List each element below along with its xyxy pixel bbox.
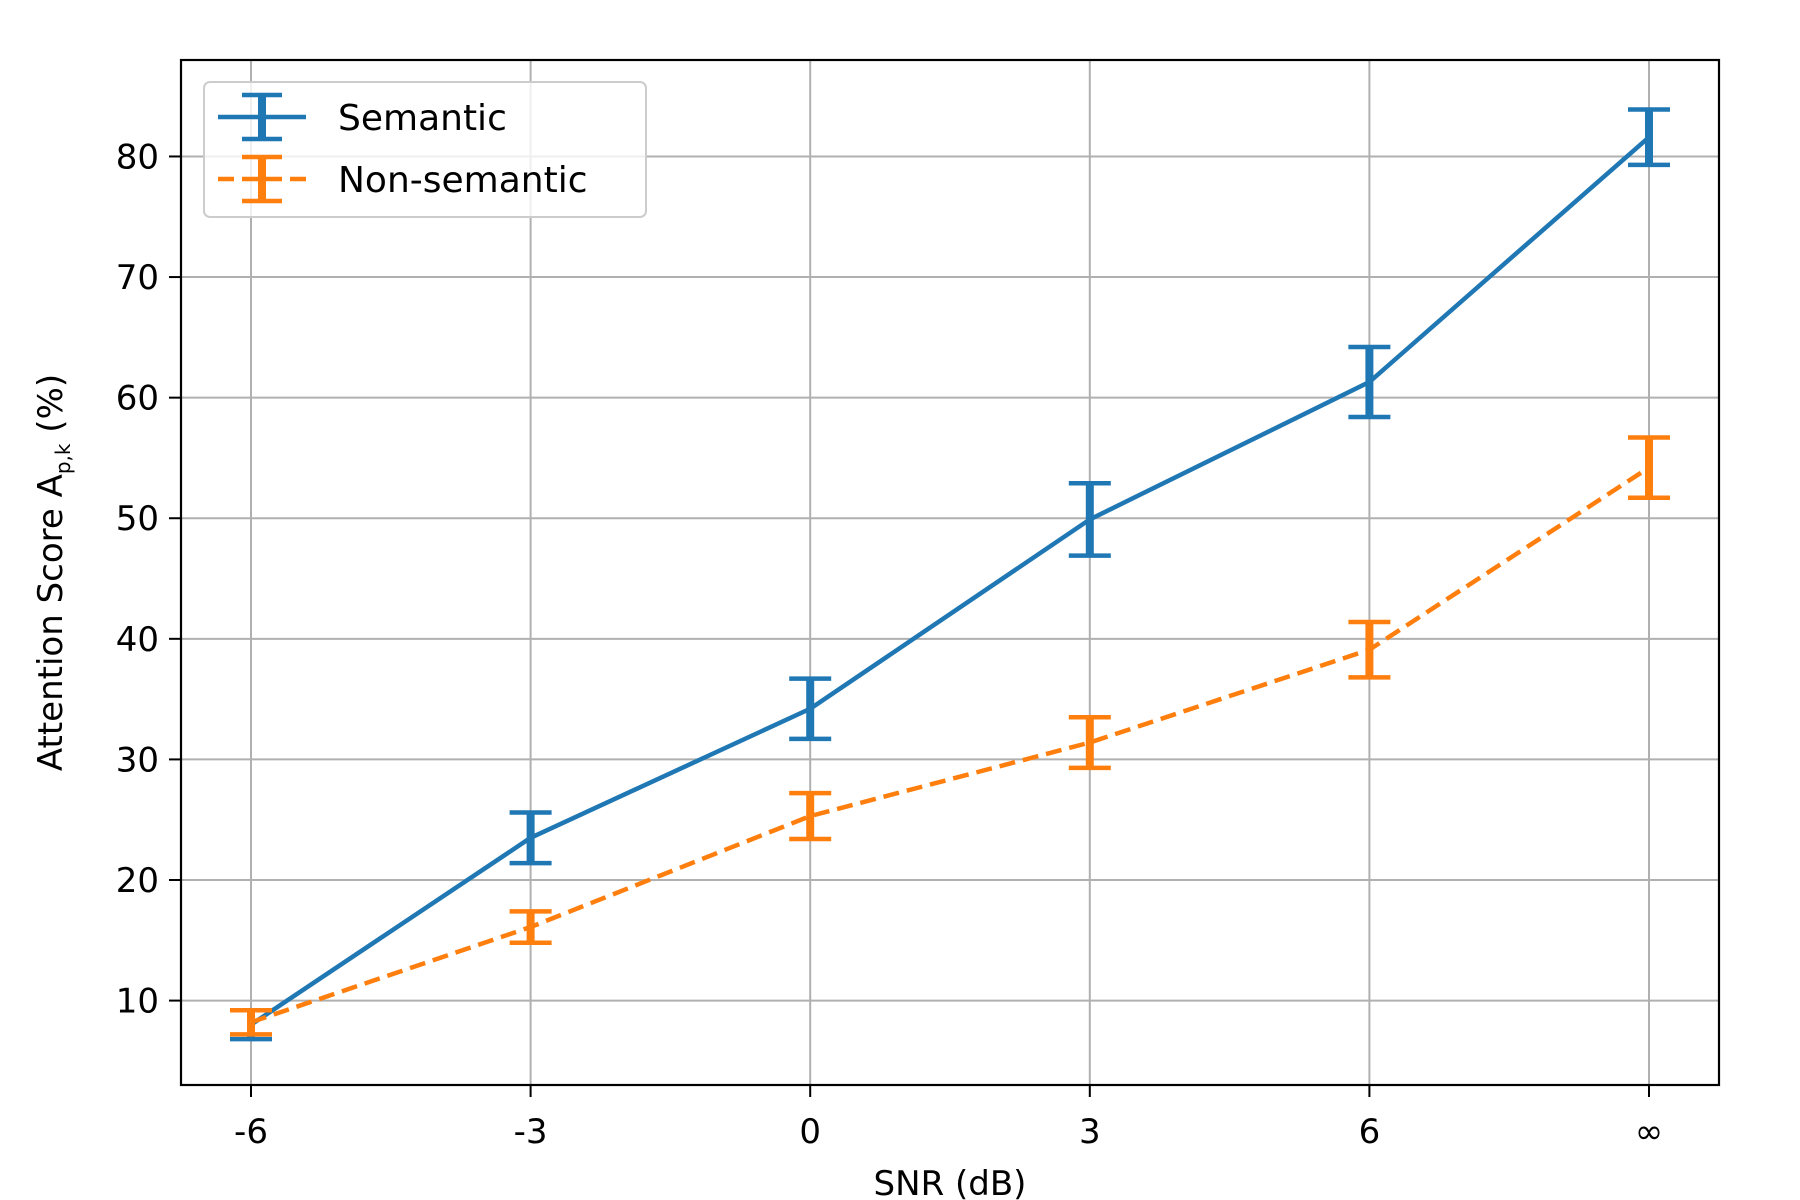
error-bar (1068, 481, 1111, 558)
y-tick-label: 70 (116, 258, 159, 298)
x-tick-label: ∞ (1635, 1112, 1663, 1152)
error-bar (230, 1007, 272, 1037)
x-tick-label: 0 (799, 1112, 821, 1152)
x-tick-label: 6 (1359, 1112, 1381, 1152)
error-bar (1628, 435, 1670, 500)
legend-entry: Non-semantic (218, 154, 588, 204)
series-line (250, 465, 1651, 1025)
y-tick-label: 20 (116, 861, 159, 901)
y-tick-label: 30 (116, 740, 159, 780)
x-axis-title: SNR (dB) (874, 1164, 1027, 1200)
error-bar (509, 810, 552, 866)
error-bar (1068, 714, 1111, 771)
series-line (249, 135, 1651, 1027)
y-axis-title-subscript: p,k (51, 443, 75, 474)
legend-label: Non-semantic (338, 160, 588, 201)
grid (181, 60, 1719, 1085)
legend-entries: Semantic Non-semantic (218, 92, 588, 204)
error-bar (509, 909, 552, 945)
error-bar (789, 790, 832, 842)
y-tick-label: 50 (116, 499, 159, 539)
tick-layer: -6 -3 0 3 6 ∞ 10 20 30 40 50 60 70 80 (116, 137, 1663, 1152)
x-tick-label: -6 (234, 1112, 268, 1152)
y-axis-title: Attention Score Ap,k (%) (31, 374, 75, 771)
legend-label: Semantic (338, 98, 507, 139)
plot-frame (179, 58, 1721, 1087)
series-non-semantic (230, 435, 1670, 1037)
legend-box (203, 81, 647, 218)
error-bar (1348, 619, 1391, 680)
legend-entry: Semantic (218, 92, 507, 142)
y-tick-label: 10 (116, 982, 159, 1022)
series-layer (230, 107, 1670, 1042)
y-axis-title-prefix: Attention Score A (31, 474, 71, 771)
x-tick-label: -3 (514, 1112, 548, 1152)
y-tick-label: 40 (116, 620, 159, 660)
y-axis-title-suffix: (%) (31, 374, 71, 444)
legend: Semantic Non-semantic (203, 81, 647, 218)
error-bar (789, 676, 832, 742)
y-tick-label: 60 (116, 379, 159, 419)
y-tick-label: 80 (116, 137, 159, 177)
error-bar (1628, 107, 1670, 168)
series-semantic (230, 107, 1670, 1042)
error-bar (1348, 344, 1391, 420)
x-tick-label: 3 (1079, 1112, 1101, 1152)
